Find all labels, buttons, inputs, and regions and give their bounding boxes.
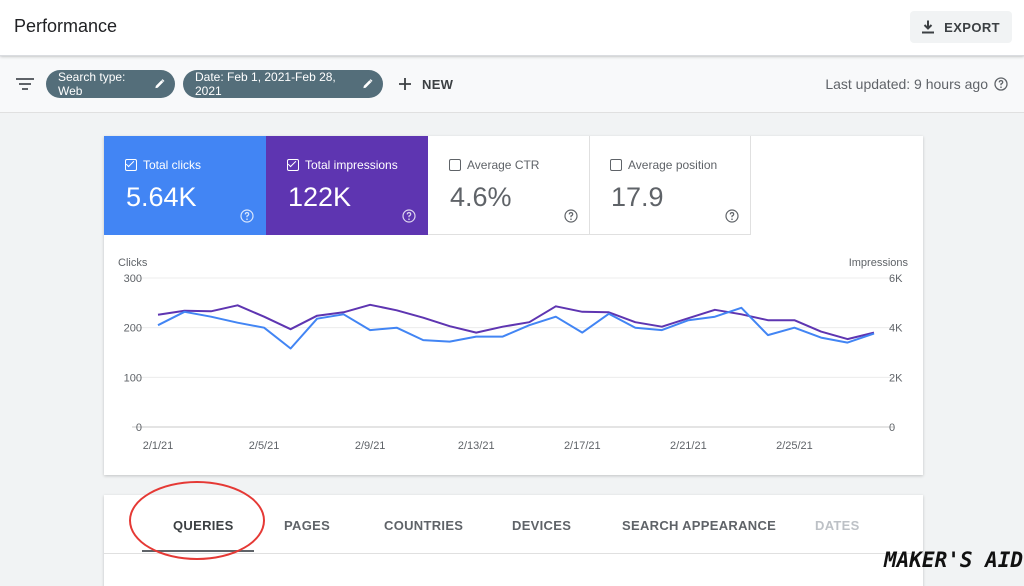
right-tick-label: 4K [889, 323, 903, 335]
tab-search-appearance[interactable]: SEARCH APPEARANCE [622, 518, 777, 533]
filter-bar: Search type: Web Date: Feb 1, 2021-Feb 2… [0, 57, 1024, 113]
x-tick-label: 2/9/21 [355, 440, 386, 452]
last-updated-text: Last updated: 9 hours ago [825, 76, 988, 92]
filter-icon[interactable] [16, 77, 34, 91]
left-tick-label: 300 [124, 273, 142, 285]
x-tick-label: 2/5/21 [249, 440, 280, 452]
help-icon[interactable] [402, 209, 416, 223]
metric-value: 17.9 [611, 182, 664, 212]
metric-label: Average position [628, 158, 718, 172]
checkbox-unchecked-icon [610, 159, 622, 171]
metric-total-clicks[interactable]: Total clicks 5.64K [104, 136, 266, 235]
right-tick-label: 0 [889, 422, 895, 434]
checkbox-checked-icon [125, 159, 137, 171]
tab-content-area [104, 554, 923, 586]
x-tick-label: 2/13/21 [458, 440, 495, 452]
left-axis-label: Clicks [118, 257, 148, 269]
checkbox-checked-icon [287, 159, 299, 171]
new-filter-label: NEW [422, 76, 454, 92]
metric-label: Average CTR [467, 158, 540, 172]
right-tick-label: 6K [889, 273, 903, 285]
tabs-divider [104, 553, 923, 554]
edit-icon [363, 79, 373, 89]
date-range-label: Date: Feb 1, 2021-Feb 28, 2021 [195, 70, 336, 98]
right-tick-label: 2K [889, 372, 903, 384]
x-tick-label: 2/21/21 [670, 440, 707, 452]
date-range-chip[interactable]: Date: Feb 1, 2021-Feb 28, 2021 [183, 70, 383, 98]
edit-icon [155, 79, 165, 89]
left-tick-label: 100 [124, 372, 142, 384]
x-tick-label: 2/17/21 [564, 440, 601, 452]
download-icon [922, 20, 935, 34]
plus-icon [399, 78, 411, 90]
help-icon[interactable] [725, 209, 739, 223]
app-header: Performance EXPORT [0, 0, 1024, 56]
x-tick-label: 2/25/21 [776, 440, 813, 452]
right-axis-label: Impressions [849, 257, 909, 269]
metric-total-impressions[interactable]: Total impressions 122K [266, 136, 428, 235]
x-tick-label: 2/1/21 [143, 440, 174, 452]
performance-card: Total clicks 5.64K Total impressions 122… [104, 136, 923, 475]
checkbox-unchecked-icon [449, 159, 461, 171]
watermark-logo: MAKER'S AID [884, 548, 1024, 572]
performance-chart: 300 6K 200 4K 100 2K 0 0 Clicks Impressions 2/1/21… [118, 257, 909, 452]
metric-label: Total clicks [143, 158, 202, 172]
export-button[interactable]: EXPORT [910, 11, 1012, 43]
metric-average-ctr[interactable]: Average CTR 4.6% [428, 136, 590, 235]
export-label: EXPORT [944, 19, 1000, 35]
left-tick-label: 0 [136, 422, 142, 434]
last-updated: Last updated: 9 hours ago [825, 76, 1008, 92]
series-line-clicks [157, 306, 875, 350]
tab-dates[interactable]: DATES [815, 518, 860, 533]
help-icon[interactable] [240, 209, 254, 223]
series-line-impressions [157, 303, 875, 341]
annotation-circle [129, 481, 265, 560]
metric-value: 5.64K [126, 182, 197, 212]
left-tick-label: 200 [124, 323, 142, 335]
help-icon[interactable] [994, 77, 1008, 91]
metric-label: Total impressions [305, 158, 398, 172]
tab-countries[interactable]: COUNTRIES [384, 518, 464, 533]
tab-devices[interactable]: DEVICES [512, 518, 572, 533]
help-icon[interactable] [564, 209, 578, 223]
page-title: Performance [14, 16, 118, 36]
metric-value: 122K [288, 182, 352, 212]
new-filter-button[interactable]: NEW [398, 71, 453, 97]
tab-pages[interactable]: PAGES [284, 518, 331, 533]
search-type-chip[interactable]: Search type: Web [46, 70, 175, 98]
tabs-card: QUERIES PAGES COUNTRIES DEVICES SEARCH A… [104, 495, 923, 586]
metric-average-position[interactable]: Average position 17.9 [589, 136, 751, 235]
search-type-label: Search type: Web [58, 70, 126, 98]
metric-value: 4.6% [450, 182, 512, 212]
